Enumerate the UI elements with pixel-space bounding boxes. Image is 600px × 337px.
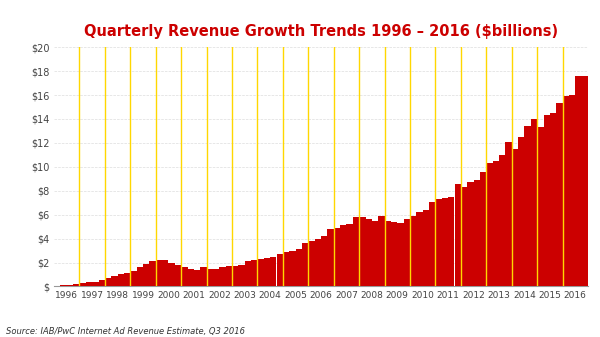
Bar	[111, 276, 118, 286]
Title: Quarterly Revenue Growth Trends 1996 – 2016 ($billions): Quarterly Revenue Growth Trends 1996 – 2…	[84, 24, 558, 39]
Bar	[486, 163, 493, 286]
Bar	[372, 221, 378, 286]
Bar	[296, 249, 302, 286]
Bar	[137, 267, 143, 286]
Bar	[556, 103, 563, 286]
Bar	[493, 161, 499, 286]
Bar	[423, 210, 429, 286]
Bar	[346, 224, 353, 286]
Bar	[455, 184, 461, 286]
Bar	[563, 96, 569, 286]
Bar	[232, 266, 238, 286]
Bar	[473, 180, 480, 286]
Bar	[130, 271, 137, 286]
Bar	[436, 199, 442, 286]
Bar	[156, 260, 162, 286]
Bar	[404, 219, 410, 286]
Bar	[200, 267, 206, 286]
Bar	[79, 283, 86, 286]
Bar	[467, 182, 473, 286]
Bar	[226, 266, 232, 286]
Bar	[416, 212, 423, 286]
Bar	[194, 270, 200, 286]
Bar	[61, 285, 67, 286]
Bar	[359, 217, 365, 286]
Bar	[238, 265, 245, 286]
Bar	[328, 229, 334, 286]
Bar	[575, 76, 581, 286]
Bar	[569, 95, 575, 286]
Bar	[365, 219, 372, 286]
Text: Source: IAB/PwC Internet Ad Revenue Estimate, Q3 2016: Source: IAB/PwC Internet Ad Revenue Esti…	[6, 327, 245, 336]
Bar	[302, 243, 308, 286]
Bar	[391, 222, 397, 286]
Bar	[512, 149, 518, 286]
Bar	[321, 236, 328, 286]
Bar	[149, 261, 156, 286]
Bar	[334, 228, 340, 286]
Bar	[353, 217, 359, 286]
Bar	[550, 113, 556, 286]
Bar	[175, 265, 181, 286]
Bar	[308, 241, 314, 286]
Bar	[187, 269, 194, 286]
Bar	[181, 267, 187, 286]
Bar	[429, 202, 436, 286]
Bar	[397, 223, 404, 286]
Bar	[314, 239, 321, 286]
Bar	[105, 278, 111, 286]
Bar	[257, 259, 264, 286]
Bar	[219, 267, 226, 286]
Bar	[340, 225, 346, 286]
Bar	[378, 216, 385, 286]
Bar	[277, 254, 283, 286]
Bar	[86, 282, 92, 286]
Bar	[544, 115, 550, 286]
Bar	[98, 280, 105, 286]
Bar	[283, 252, 289, 286]
Bar	[289, 250, 296, 286]
Bar	[480, 172, 486, 286]
Bar	[251, 260, 257, 286]
Bar	[531, 119, 537, 286]
Bar	[169, 263, 175, 286]
Bar	[162, 260, 169, 286]
Bar	[206, 269, 213, 286]
Bar	[270, 256, 277, 286]
Bar	[385, 221, 391, 286]
Bar	[410, 216, 416, 286]
Bar	[67, 285, 73, 286]
Bar	[124, 273, 130, 286]
Bar	[581, 76, 588, 286]
Bar	[213, 269, 219, 286]
Bar	[143, 264, 149, 286]
Bar	[448, 197, 455, 286]
Bar	[518, 137, 524, 286]
Bar	[442, 198, 448, 286]
Bar	[499, 155, 505, 286]
Bar	[264, 258, 270, 286]
Bar	[524, 126, 531, 286]
Bar	[118, 274, 124, 286]
Bar	[92, 282, 98, 286]
Bar	[537, 127, 544, 286]
Bar	[245, 261, 251, 286]
Bar	[505, 142, 512, 286]
Bar	[461, 187, 467, 286]
Bar	[73, 284, 79, 286]
